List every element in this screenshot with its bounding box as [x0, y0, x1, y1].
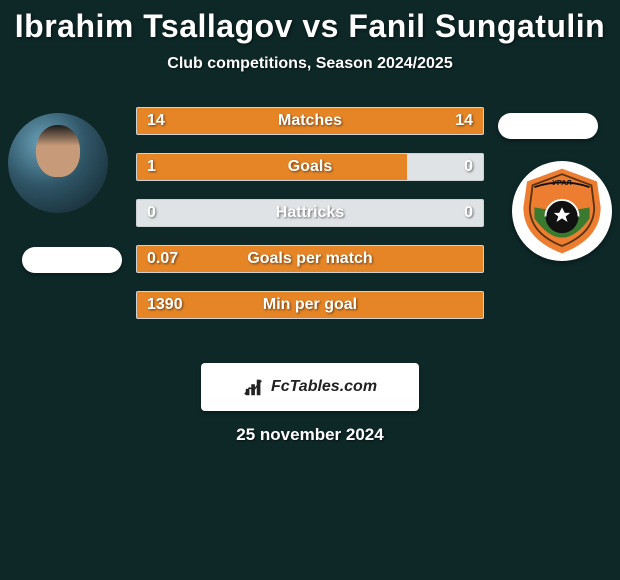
stat-right-value: 0: [464, 204, 473, 222]
stat-row-goals-per-match: 0.07 Goals per match: [136, 245, 484, 273]
stat-label: Goals: [288, 158, 332, 176]
stat-label: Goals per match: [247, 250, 372, 268]
stat-right-value: 14: [455, 112, 473, 130]
stat-left-value: 1390: [147, 296, 183, 314]
stat-row-hattricks: 0 Hattricks 0: [136, 199, 484, 227]
stat-right-value: 0: [464, 158, 473, 176]
stats-block: 14 Matches 14 1 Goals 0 0 Hattricks 0: [136, 107, 484, 319]
page-subtitle: Club competitions, Season 2024/2025: [0, 55, 620, 73]
stat-row-goals: 1 Goals 0: [136, 153, 484, 181]
player-right-pill: [498, 113, 598, 139]
watermark: FcTables.com: [201, 363, 419, 411]
stat-label: Min per goal: [263, 296, 357, 314]
stat-bar-left: [137, 154, 407, 180]
comparison-card: Ibrahim Tsallagov vs Fanil Sungatulin Cl…: [0, 0, 620, 445]
stat-left-value: 0: [147, 204, 156, 222]
stat-row-min-per-goal: 1390 Min per goal: [136, 291, 484, 319]
stat-left-value: 14: [147, 112, 165, 130]
bar-chart-icon: [243, 376, 265, 398]
stat-left-value: 0.07: [147, 250, 178, 268]
watermark-text: FcTables.com: [271, 378, 377, 396]
stat-row-matches: 14 Matches 14: [136, 107, 484, 135]
svg-text:УРАЛ: УРАЛ: [552, 178, 571, 187]
page-title: Ibrahim Tsallagov vs Fanil Sungatulin: [0, 8, 620, 45]
stat-label: Matches: [278, 112, 342, 130]
player-left-pill: [22, 247, 122, 273]
date-text: 25 november 2024: [0, 425, 620, 445]
player-right-club-badge: УРАЛ: [512, 161, 612, 261]
stat-label: Hattricks: [276, 204, 344, 222]
main-area: УРАЛ 14 Matches 14 1 Goals 0: [0, 103, 620, 353]
stat-left-value: 1: [147, 158, 156, 176]
player-left-avatar: [8, 113, 108, 213]
club-crest-icon: УРАЛ: [516, 165, 608, 257]
